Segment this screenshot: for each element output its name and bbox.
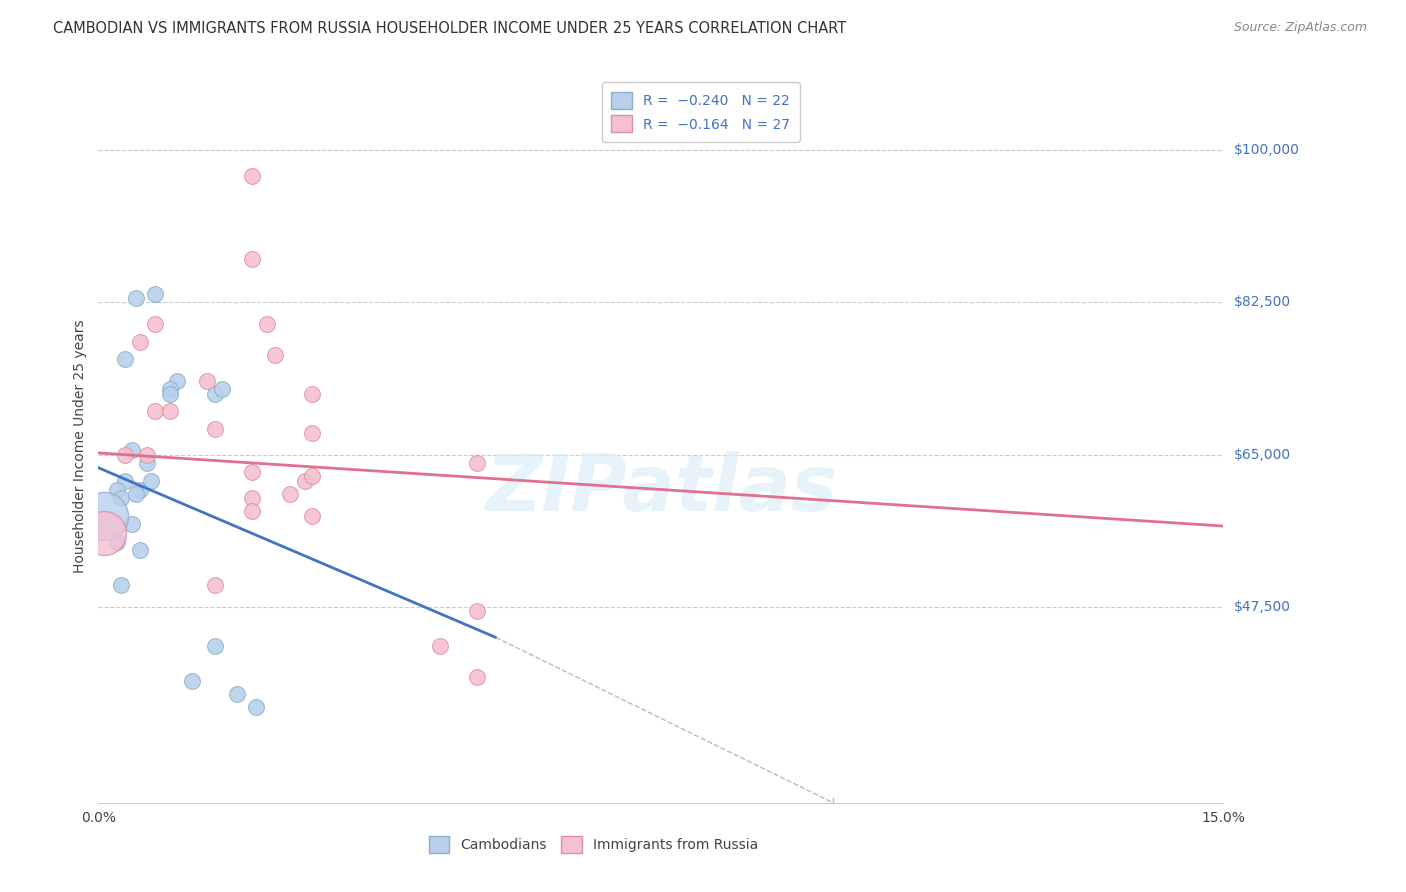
Point — [204, 421, 226, 435]
Text: CAMBODIAN VS IMMIGRANTS FROM RUSSIA HOUSEHOLDER INCOME UNDER 25 YEARS CORRELATIO: CAMBODIAN VS IMMIGRANTS FROM RUSSIA HOUS… — [53, 21, 846, 37]
Point — [301, 425, 323, 440]
Point — [159, 404, 181, 418]
Point — [465, 457, 488, 471]
Point — [195, 374, 218, 388]
Point — [240, 491, 263, 506]
Point — [114, 351, 136, 366]
Point — [301, 469, 323, 483]
Point — [143, 286, 166, 301]
Point — [429, 639, 451, 653]
Point — [125, 291, 148, 305]
Point — [211, 383, 233, 397]
Point — [240, 465, 263, 479]
Point — [114, 474, 136, 488]
Point — [159, 383, 181, 397]
Point — [204, 578, 226, 592]
Text: ZIPatlas: ZIPatlas — [485, 450, 837, 527]
Point — [128, 483, 150, 497]
Point — [110, 578, 132, 592]
Point — [301, 386, 323, 401]
Point — [136, 457, 159, 471]
Point — [159, 386, 181, 401]
Point — [93, 526, 115, 541]
Point — [278, 487, 301, 501]
Point — [240, 504, 263, 518]
Point — [121, 443, 143, 458]
Text: Source: ZipAtlas.com: Source: ZipAtlas.com — [1233, 21, 1367, 35]
Point — [226, 687, 249, 701]
Point — [128, 334, 150, 349]
Point — [105, 534, 128, 549]
Legend: Cambodians, Immigrants from Russia: Cambodians, Immigrants from Russia — [422, 830, 765, 860]
Point — [143, 317, 166, 331]
Point — [204, 386, 226, 401]
Point — [245, 700, 267, 714]
Point — [121, 517, 143, 532]
Point — [301, 508, 323, 523]
Point — [263, 348, 285, 362]
Text: $47,500: $47,500 — [1234, 600, 1291, 614]
Point — [204, 639, 226, 653]
Point — [143, 404, 166, 418]
Y-axis label: Householder Income Under 25 years: Householder Income Under 25 years — [73, 319, 87, 573]
Point — [105, 483, 128, 497]
Point — [465, 604, 488, 618]
Point — [114, 448, 136, 462]
Point — [110, 491, 132, 506]
Text: $82,500: $82,500 — [1234, 295, 1292, 310]
Point — [128, 543, 150, 558]
Text: $100,000: $100,000 — [1234, 143, 1301, 157]
Point — [166, 374, 188, 388]
Point — [125, 487, 148, 501]
Point — [294, 474, 316, 488]
Point — [240, 252, 263, 266]
Point — [93, 508, 115, 523]
Text: $65,000: $65,000 — [1234, 448, 1292, 462]
Point — [256, 317, 278, 331]
Point — [136, 448, 159, 462]
Point — [181, 673, 204, 688]
Point — [139, 474, 162, 488]
Point — [465, 670, 488, 684]
Point — [240, 169, 263, 184]
